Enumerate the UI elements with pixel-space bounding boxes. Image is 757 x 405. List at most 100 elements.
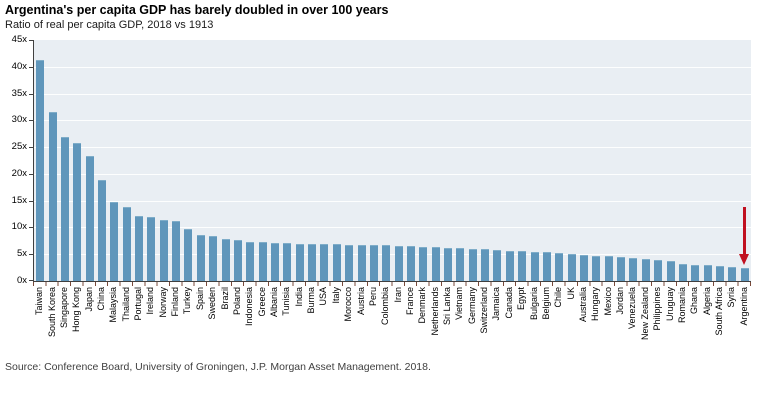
bar-cell	[368, 40, 380, 281]
x-tick-label: Canada	[503, 287, 514, 319]
x-tick-label: Sri Lanka	[442, 287, 453, 326]
bar-new-zealand	[641, 258, 650, 281]
bar-series	[34, 40, 751, 281]
x-label-cell: Ghana	[688, 287, 700, 361]
bar-india	[295, 243, 304, 281]
bar-cell	[677, 40, 689, 281]
bar-venezuela	[629, 257, 638, 281]
bar-jamaica	[493, 250, 502, 281]
x-tick-label: Thailand	[120, 287, 131, 322]
x-label-cell: Burma	[305, 287, 317, 361]
x-label-cell: Belgium	[540, 287, 552, 361]
bar-jordan	[617, 257, 626, 281]
bar-cell	[615, 40, 627, 281]
y-tick-mark	[29, 227, 34, 229]
y-tick-mark	[29, 120, 34, 122]
bar-cell	[306, 40, 318, 281]
x-tick-label: Netherlands	[429, 287, 440, 336]
bar-cell	[294, 40, 306, 281]
bar-taiwan	[36, 60, 45, 281]
y-tick-label: 35x	[11, 87, 27, 99]
y-tick-label: 40x	[11, 60, 27, 72]
bar-cell	[714, 40, 726, 281]
bar-indonesia	[246, 241, 255, 281]
bar-portugal	[135, 216, 144, 281]
x-tick-label: South Africa	[713, 287, 724, 336]
bar-burma	[308, 243, 317, 281]
bar-cell	[195, 40, 207, 281]
bar-cell	[170, 40, 182, 281]
bar-hong-kong	[73, 142, 82, 281]
x-label-cell: Italy	[330, 287, 342, 361]
x-label-cell: South Africa	[713, 287, 725, 361]
bar-canada	[505, 251, 514, 281]
bar-cell	[430, 40, 442, 281]
bar-denmark	[419, 246, 428, 281]
x-label-cell: New Zealand	[639, 287, 651, 361]
y-tick-mark	[29, 173, 34, 175]
bar-uk	[567, 254, 576, 281]
x-label-cell: Ireland	[144, 287, 156, 361]
x-label-cell: Austria	[354, 287, 366, 361]
bar-cell	[516, 40, 528, 281]
bar-tunisia	[283, 242, 292, 281]
gridline	[34, 93, 751, 95]
x-tick-label: Syria	[726, 287, 737, 308]
x-axis-labels: Taiwan South Korea Singapore Hong Kong Japan…	[33, 287, 750, 361]
bar-belgium	[542, 252, 551, 281]
bar-cell	[71, 40, 83, 281]
x-tick-label: Hungary	[590, 287, 601, 322]
bar-greece	[258, 242, 267, 281]
x-tick-label: Malaysia	[108, 287, 119, 323]
x-label-cell: Sri Lanka	[441, 287, 453, 361]
bar-australia	[579, 255, 588, 281]
bar-japan	[85, 156, 94, 281]
plot-area	[29, 40, 751, 282]
bar-argentina	[740, 268, 749, 281]
bar-cell	[34, 40, 46, 281]
x-tick-label: Peru	[367, 287, 378, 307]
bar-ireland	[147, 216, 156, 281]
x-tick-label: Sweden	[207, 287, 218, 320]
bar-cell	[590, 40, 602, 281]
bar-cell	[726, 40, 738, 281]
bar-finland	[172, 221, 181, 281]
gridline	[34, 173, 751, 175]
x-label-cell: UK	[564, 287, 576, 361]
x-label-cell: Sweden	[206, 287, 218, 361]
x-tick-label: Japan	[83, 287, 94, 312]
x-tick-label: Australia	[577, 287, 588, 323]
x-tick-label: Germany	[466, 287, 477, 325]
x-label-cell: Indonesia	[243, 287, 255, 361]
bar-austria	[357, 244, 366, 281]
x-tick-label: Chile	[553, 287, 564, 308]
x-tick-label: Norway	[157, 287, 168, 318]
x-tick-label: Bulgaria	[528, 287, 539, 321]
x-label-cell: Hong Kong	[70, 287, 82, 361]
x-label-cell: Singapore	[58, 287, 70, 361]
x-label-cell: Uruguay	[663, 287, 675, 361]
bar-cell	[701, 40, 713, 281]
y-tick-mark	[29, 254, 34, 256]
bar-chile	[555, 253, 564, 281]
bar-sri-lanka	[444, 247, 453, 281]
bar-poland	[233, 239, 242, 281]
x-tick-label: Vietnam	[454, 287, 465, 320]
y-tick-mark	[29, 40, 34, 41]
x-axis-ticks	[33, 282, 751, 286]
bar-cell	[59, 40, 71, 281]
x-label-cell: Spain	[194, 287, 206, 361]
y-tick-label: 20x	[11, 167, 27, 179]
bar-vietnam	[456, 248, 465, 281]
x-tick-label: Jamaica	[491, 287, 502, 321]
x-label-cell: Bulgaria	[527, 287, 539, 361]
x-tick-label: India	[293, 287, 304, 307]
x-tick-label: Ghana	[689, 287, 700, 315]
bar-china	[97, 179, 106, 281]
bar-singapore	[60, 136, 69, 281]
x-tick-label: Singapore	[58, 287, 69, 329]
bar-philippines	[654, 259, 663, 281]
y-axis: 0x 5x 10x 15x 20x 25x 30x 35x 40x 45x	[0, 35, 33, 286]
x-label-cell: Taiwan	[33, 287, 45, 361]
x-label-cell: Jordan	[614, 287, 626, 361]
